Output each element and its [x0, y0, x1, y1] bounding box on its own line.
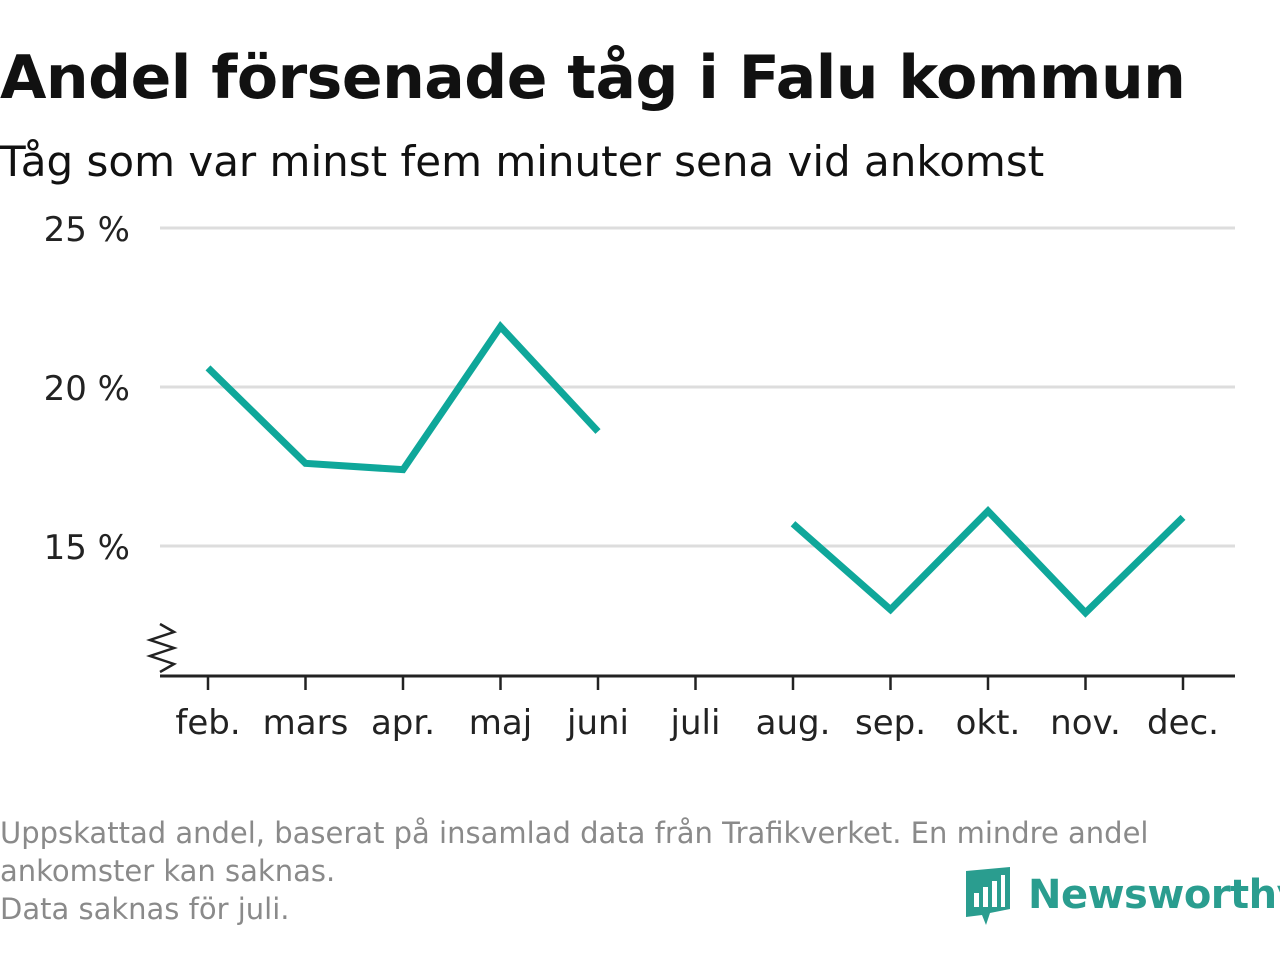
x-tick-label: apr.: [371, 703, 435, 743]
x-axis: [146, 622, 1235, 690]
x-tick-label: sep.: [855, 703, 926, 743]
newsworthy-logo: Newsworthy: [962, 862, 1280, 928]
axis-break-icon: [146, 622, 178, 674]
y-tick-label: 20 %: [44, 369, 130, 409]
chart-title: Andel försenade tåg i Falu kommun: [0, 43, 1186, 113]
chart-subtitle: Tåg som var minst fem minuter sena vid a…: [0, 137, 1045, 186]
logo-text: Newsworthy: [1028, 872, 1280, 918]
y-tick-label: 15 %: [44, 528, 130, 568]
footnote-line: ankomster kan saknas.: [0, 854, 336, 888]
newsworthy-logo-icon: [966, 867, 1010, 925]
series-line: [790, 506, 1186, 618]
x-tick-label: maj: [469, 703, 532, 743]
x-tick-label: feb.: [175, 703, 240, 743]
grid-layer: [160, 226, 1235, 548]
x-tick-label: mars: [263, 703, 349, 743]
footnote: Uppskattad andel, baserat på insamlad da…: [0, 814, 1270, 928]
footnote-line: Data saknas för juli.: [0, 892, 290, 926]
series-layer: [205, 320, 1186, 618]
x-tick-label: aug.: [756, 703, 831, 743]
series-line: [205, 320, 601, 474]
x-tick-label: okt.: [956, 703, 1021, 743]
y-tick-label: 25 %: [44, 210, 130, 250]
x-tick-label: juni: [566, 703, 629, 743]
x-tick-label: dec.: [1147, 703, 1219, 743]
line-chart: 15 % 20 % 25 % feb. mars apr. maj juni juli aug. s…: [44, 210, 1235, 743]
x-tick-label: juli: [670, 703, 721, 743]
tick-labels: 15 % 20 % 25 % feb. mars apr. maj juni juli aug. s…: [44, 210, 1219, 743]
x-tick-label: nov.: [1050, 703, 1121, 743]
footnote-line: Uppskattad andel, baserat på insamlad da…: [0, 816, 1149, 850]
